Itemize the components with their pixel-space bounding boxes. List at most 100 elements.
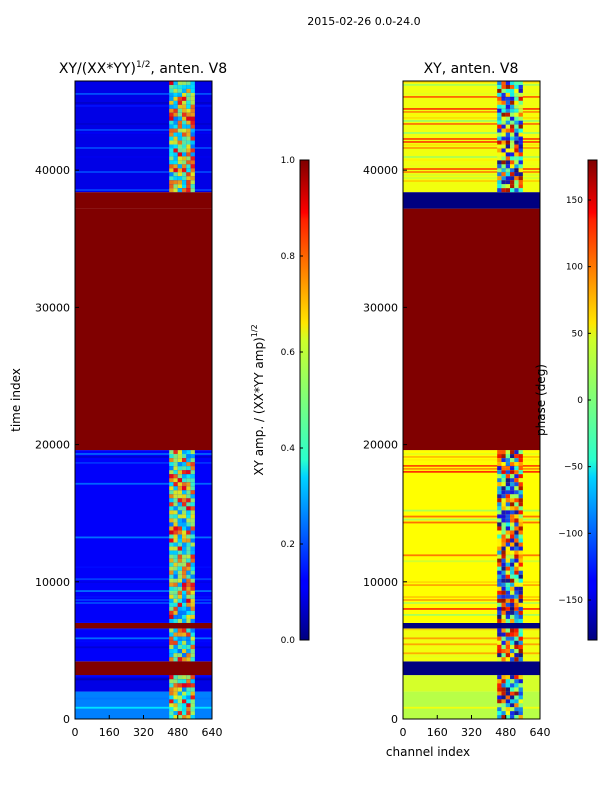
phase-cell <box>510 618 515 623</box>
amplitude-cell <box>182 586 187 591</box>
phase-cell <box>514 558 519 563</box>
phase-cell <box>505 176 511 181</box>
phase-cell <box>514 598 519 603</box>
phase-cell <box>514 88 519 93</box>
amplitude-cell <box>182 148 187 153</box>
amplitude-cell <box>190 566 195 571</box>
phase-y-ticks: 0 10000 20000 30000 40000 <box>363 164 407 726</box>
amplitude-cell <box>177 132 183 137</box>
amplitude-cell <box>177 104 183 109</box>
phase-stripe <box>403 655 540 658</box>
phase-cell <box>505 108 511 113</box>
phase-cell <box>505 606 511 611</box>
phase-cell <box>505 152 511 157</box>
phase-cell <box>501 458 506 463</box>
phase-cell <box>510 116 515 121</box>
amplitude-stripe <box>75 646 212 649</box>
amplitude-cell <box>177 675 183 680</box>
amplitude-y-tick-label: 0 <box>63 713 70 726</box>
amplitude-cell <box>182 124 187 129</box>
amplitude-cell <box>182 486 187 491</box>
phase-cell <box>510 562 515 567</box>
amplitude-cell <box>169 518 174 523</box>
phase-cell <box>497 172 502 177</box>
amplitude-cell <box>190 574 195 579</box>
phase-cell <box>505 707 511 712</box>
amplitude-cell <box>190 506 195 511</box>
phase-cell <box>510 172 515 177</box>
amplitude-cell <box>177 84 183 89</box>
amplitude-cell <box>186 578 191 583</box>
amplitude-cell <box>186 478 191 483</box>
amplitude-cell <box>190 518 195 523</box>
phase-cell <box>501 172 506 177</box>
amplitude-cell <box>186 657 191 662</box>
phase-cell <box>497 679 502 684</box>
phase-cell <box>497 598 502 603</box>
amplitude-cell <box>173 140 178 145</box>
phase-cell <box>497 502 502 507</box>
phase-cell <box>510 687 515 692</box>
phase-cell <box>510 494 515 499</box>
phase-cell <box>497 160 502 165</box>
phase-cell <box>501 695 506 700</box>
phase-stripe <box>403 521 540 524</box>
phase-cell <box>505 632 511 637</box>
amplitude-cell <box>169 140 174 145</box>
phase-cell <box>514 683 519 688</box>
amplitude-cell <box>186 632 191 637</box>
amplitude-cell <box>177 502 183 507</box>
amplitude-cell <box>190 474 195 479</box>
amplitude-cell <box>182 84 187 89</box>
amplitude-cell <box>190 100 195 105</box>
phase-cell <box>505 578 511 583</box>
amplitude-cell <box>169 168 174 173</box>
phase-cell <box>518 156 523 161</box>
amplitude-x-tick-label: 480 <box>167 726 188 739</box>
phase-cell <box>497 180 502 185</box>
phase-cell <box>505 458 511 463</box>
amplitude-cell <box>173 574 178 579</box>
phase-cell <box>514 582 519 587</box>
phase-cell <box>501 550 506 555</box>
phase-cell <box>505 554 511 559</box>
phase-cell <box>501 108 506 113</box>
amplitude-segment-2 <box>75 661 212 676</box>
amplitude-cell <box>169 160 174 165</box>
phase-cell <box>510 707 515 712</box>
amplitude-cell <box>190 586 195 591</box>
phase-cell <box>514 498 519 503</box>
phase-cell <box>510 454 515 459</box>
amplitude-cell <box>186 618 191 623</box>
amplitude-cell <box>177 518 183 523</box>
amplitude-cell <box>177 498 183 503</box>
amplitude-cell <box>186 538 191 543</box>
amplitude-stripe <box>75 105 212 107</box>
amplitude-cell <box>177 691 183 696</box>
phase-cell <box>501 562 506 567</box>
amplitude-cell <box>173 474 178 479</box>
amplitude-stripe <box>75 93 212 95</box>
phase-cell <box>497 653 502 658</box>
amplitude-cell <box>173 180 178 185</box>
amplitude-cell <box>169 88 174 93</box>
amplitude-cell <box>182 530 187 535</box>
phase-cell <box>518 506 523 511</box>
phase-cell <box>514 691 519 696</box>
amplitude-cell <box>190 140 195 145</box>
phase-cell <box>510 546 515 551</box>
phase-cell <box>497 546 502 551</box>
amplitude-cell <box>182 606 187 611</box>
amplitude-cell <box>186 84 191 89</box>
amplitude-cell <box>169 644 174 650</box>
amplitude-stripe <box>75 628 212 631</box>
phase-cell <box>514 542 519 547</box>
amplitude-stripe <box>75 189 212 191</box>
phase-cell <box>514 108 519 113</box>
phase-cell <box>518 707 523 712</box>
phase-cell <box>510 538 515 543</box>
phase-cell <box>497 558 502 563</box>
phase-x-tick-label: 320 <box>461 726 482 739</box>
amplitude-cell <box>177 466 183 471</box>
phase-cell <box>505 112 511 117</box>
